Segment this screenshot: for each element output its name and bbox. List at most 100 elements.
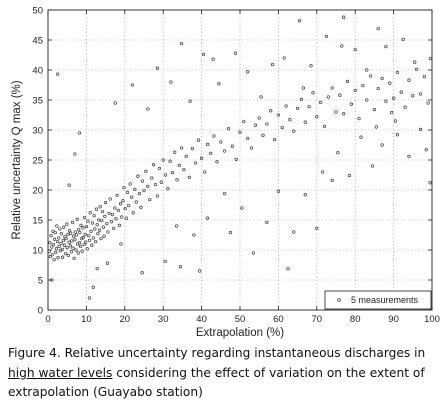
data-point — [205, 216, 210, 220]
data-point — [418, 92, 423, 96]
data-point — [222, 191, 227, 196]
data-point — [353, 88, 357, 93]
data-point — [48, 241, 52, 245]
data-point — [334, 110, 338, 114]
grid — [48, 10, 432, 310]
y-tick-label: 35 — [32, 96, 43, 107]
caption-text-end: considering the effect of variation on t… — [8, 365, 425, 400]
data-point — [276, 113, 281, 117]
data-point — [77, 131, 82, 135]
data-point — [117, 223, 122, 228]
data-point — [393, 119, 398, 123]
data-point — [428, 181, 432, 185]
data-point — [65, 222, 69, 226]
data-point — [188, 99, 192, 103]
data-point — [106, 230, 110, 234]
data-point — [118, 202, 123, 206]
data-point — [211, 57, 215, 61]
data-point — [60, 255, 65, 259]
data-point — [93, 227, 97, 231]
data-point — [151, 163, 156, 167]
data-point — [134, 200, 138, 204]
data-point — [130, 83, 135, 87]
data-point — [342, 15, 346, 19]
data-point — [330, 178, 334, 183]
data-point — [217, 82, 221, 86]
data-point — [86, 219, 90, 223]
data-point — [365, 98, 369, 102]
data-point — [166, 187, 170, 191]
data-point — [418, 127, 423, 132]
data-point — [238, 130, 242, 135]
data-point — [192, 233, 196, 237]
data-point — [184, 154, 188, 159]
data-point — [284, 104, 288, 108]
data-point — [133, 187, 137, 192]
data-point — [55, 72, 60, 76]
data-point — [84, 224, 89, 229]
data-point — [153, 182, 158, 187]
data-point — [60, 247, 64, 252]
data-point — [113, 101, 117, 105]
legend-label: 5 measurements — [351, 295, 419, 305]
data-point — [68, 244, 72, 248]
data-point — [55, 224, 59, 228]
data-point — [112, 226, 116, 231]
data-point — [62, 243, 67, 247]
data-point — [178, 265, 183, 269]
data-point — [110, 212, 115, 217]
data-point — [157, 166, 162, 171]
data-point — [146, 107, 150, 111]
data-point — [130, 195, 134, 199]
data-point — [100, 209, 105, 214]
x-tick-label: 0 — [45, 314, 50, 325]
data-point — [128, 182, 132, 186]
data-point — [380, 76, 384, 81]
x-tick-label: 20 — [120, 314, 131, 325]
y-tick-label: 10 — [32, 246, 43, 257]
data-point — [311, 91, 315, 95]
x-tick-label: 100 — [424, 314, 440, 325]
x-tick-label: 30 — [158, 314, 169, 325]
data-point — [203, 170, 207, 174]
data-point — [82, 242, 86, 247]
data-point — [198, 269, 202, 273]
data-point — [66, 232, 70, 237]
data-point — [399, 90, 403, 94]
data-point — [228, 230, 233, 235]
data-point — [265, 220, 269, 225]
data-point — [71, 246, 75, 250]
data-point — [384, 99, 388, 103]
data-point — [280, 125, 284, 130]
data-point — [50, 245, 54, 249]
data-point — [77, 227, 81, 232]
x-axis-title: Extrapolation (%) — [196, 327, 284, 339]
data-point — [242, 119, 246, 124]
data-point — [359, 135, 363, 139]
data-point — [81, 235, 85, 240]
data-point — [59, 232, 64, 236]
data-point — [187, 175, 191, 180]
data-point — [380, 143, 384, 147]
data-point — [121, 199, 125, 203]
data-point — [190, 146, 195, 151]
caption-underlined-text: high water levels — [8, 365, 113, 380]
data-point — [115, 193, 119, 198]
y-tick-label: 20 — [32, 186, 43, 197]
data-point — [53, 230, 57, 235]
data-point — [282, 56, 286, 60]
data-point — [64, 251, 68, 256]
data-point — [303, 120, 307, 124]
data-point — [59, 241, 63, 246]
data-point — [136, 174, 140, 178]
data-point — [113, 206, 117, 210]
data-point — [206, 142, 210, 147]
y-tick-label: 40 — [32, 66, 43, 77]
data-point — [376, 86, 380, 91]
x-tick-label: 10 — [81, 314, 92, 325]
data-point — [269, 109, 273, 113]
data-point — [407, 154, 411, 159]
data-point — [102, 234, 106, 238]
data-point — [91, 236, 95, 240]
data-point — [54, 250, 58, 255]
